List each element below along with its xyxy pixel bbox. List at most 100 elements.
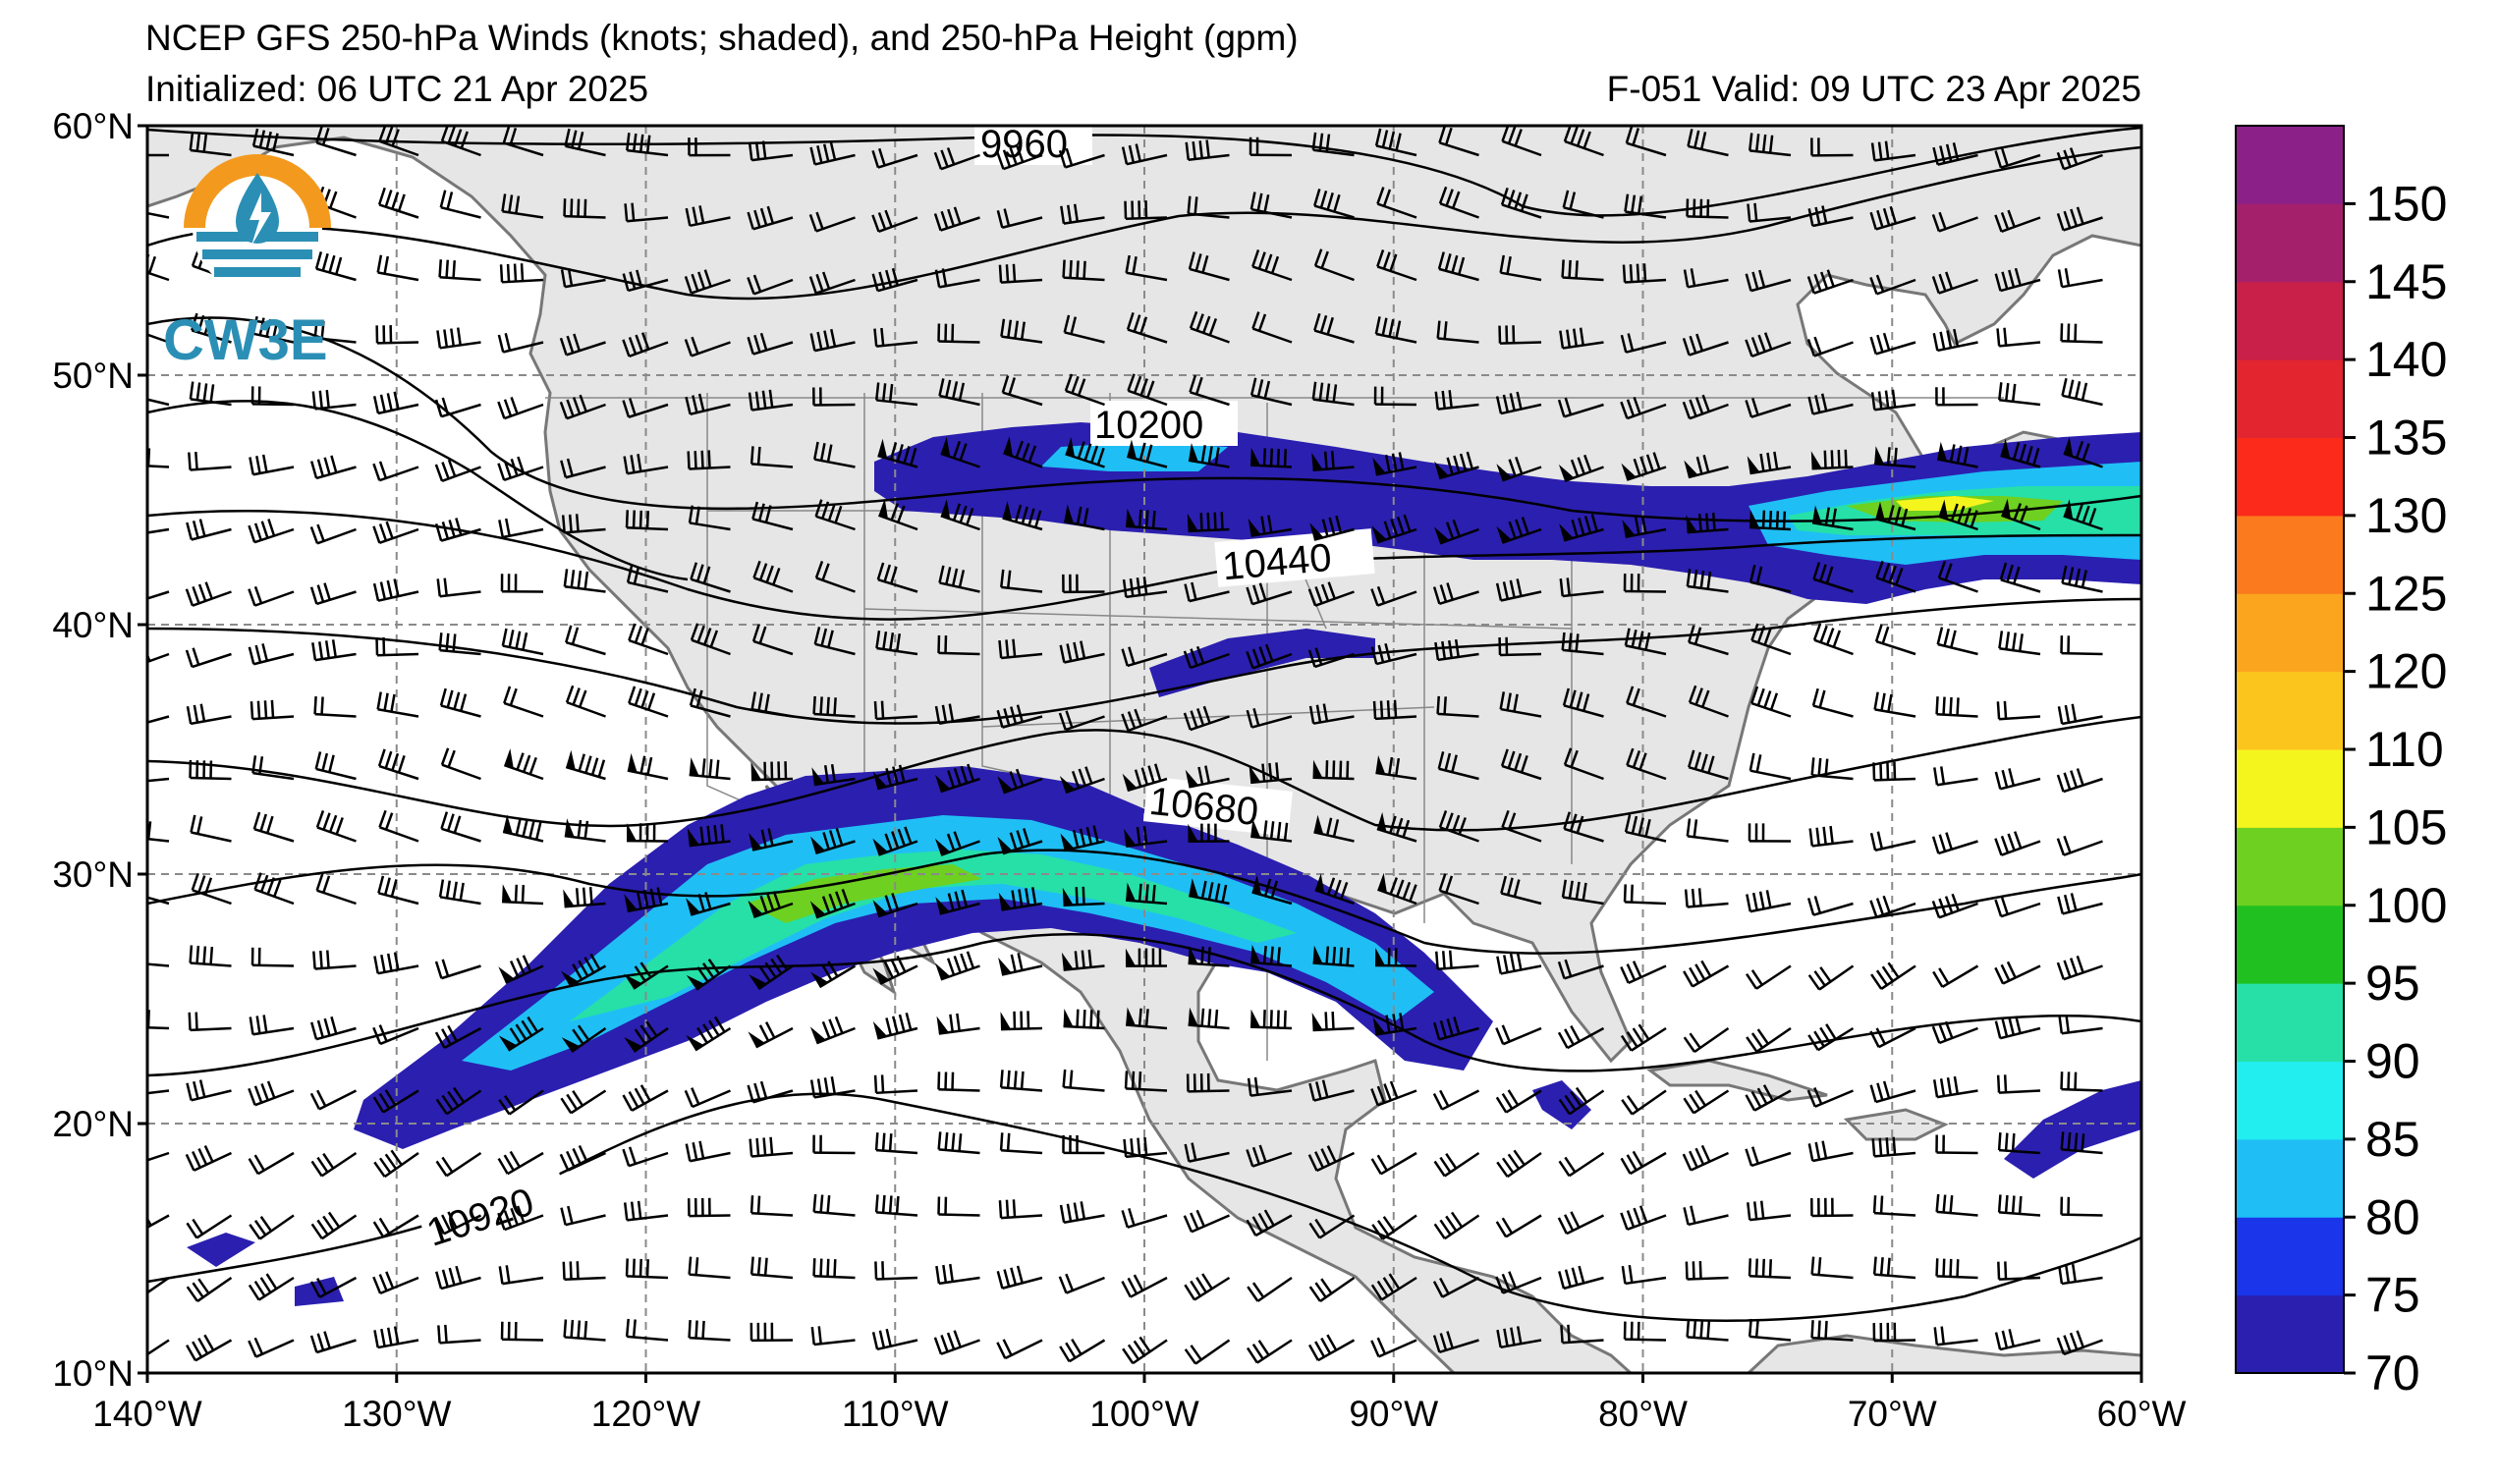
wind-barb [311, 389, 357, 411]
colorbar-tick-label: 105 [2365, 799, 2447, 854]
wind-barb [1432, 1331, 1479, 1353]
wind-barb [1376, 811, 1417, 843]
wind-barb [1062, 574, 1105, 594]
wind-barb [251, 128, 295, 157]
wind-barb [1311, 381, 1355, 407]
wind-barb [375, 325, 419, 345]
wind-barb [191, 872, 232, 906]
wind-barb [377, 875, 419, 906]
wind-barb [1996, 700, 2041, 721]
wind-barb [1121, 1274, 1168, 1298]
lon-tick-label: 80°W [1598, 1394, 1688, 1434]
wind-barb [1246, 1144, 1293, 1168]
wind-barb [1377, 872, 1417, 906]
wind-barb [250, 947, 295, 967]
wind-barb [249, 1015, 295, 1036]
wind-barb [997, 828, 1043, 855]
wind-barb [498, 1016, 544, 1052]
colorbar-segment [2236, 593, 2344, 673]
wind-barb [560, 267, 606, 289]
wind-barb [690, 562, 731, 593]
wind-barb [1688, 625, 1729, 656]
wind-barb [624, 1020, 669, 1053]
wind-barb [936, 1013, 980, 1035]
wind-barb [188, 451, 232, 471]
wind-barb [752, 560, 794, 593]
wind-barb [1495, 1214, 1542, 1238]
wind-barb [872, 826, 918, 856]
wind-barb [998, 1199, 1043, 1220]
wind-barb [1745, 332, 1792, 357]
wind-barb [1750, 623, 1792, 656]
wind-barb [1686, 569, 1729, 593]
colorbar-segment [2236, 1294, 2344, 1374]
wind-barb [1746, 964, 1792, 990]
wind-barb [748, 140, 794, 162]
wind-barb [1189, 878, 1230, 906]
wind-barb [251, 755, 295, 781]
wind-barb [625, 510, 669, 531]
wind-barb [2056, 147, 2103, 171]
wind-barb [1249, 137, 1293, 157]
wind-barb [2056, 206, 2103, 232]
wind-barb [934, 268, 980, 289]
wind-barb [189, 945, 232, 967]
wind-barb [1498, 636, 1542, 657]
wind-barb [1122, 763, 1168, 793]
wind-barb [749, 828, 794, 852]
wind-barb [1869, 1026, 1916, 1049]
wind-barb [1126, 1007, 1168, 1030]
wind-barb [1308, 1079, 1355, 1102]
wind-barb [1000, 1011, 1043, 1031]
wind-barb [2057, 703, 2103, 726]
wind-barb [625, 1318, 669, 1342]
wind-barb [1374, 128, 1417, 157]
wind-barb [1187, 512, 1230, 533]
colorbar-segment [2236, 827, 2344, 907]
wind-barb [309, 1331, 357, 1354]
wind-barb [248, 585, 295, 607]
wind-barb [1683, 1026, 1730, 1054]
wind-barb [811, 764, 856, 787]
wind-barb [189, 759, 232, 781]
wind-barb [1621, 1264, 1667, 1286]
wind-barb [1937, 441, 1978, 468]
wind-barb [1499, 254, 1542, 282]
wind-barb [1126, 312, 1168, 344]
wind-barb [1188, 823, 1230, 843]
wind-barb [2056, 835, 2103, 856]
contour-label-9960: 9960 [980, 123, 1068, 166]
wind-barb [878, 498, 918, 531]
wind-barb [311, 639, 357, 662]
colorbar-tick-label: 120 [2365, 644, 2447, 699]
wind-barb [1495, 1024, 1542, 1046]
wind-barb [1188, 443, 1230, 468]
wind-barb [814, 499, 856, 531]
wind-barb [1557, 1211, 1605, 1236]
wind-barb [1499, 691, 1542, 718]
wind-barb [622, 1146, 669, 1168]
wind-barb [871, 1328, 918, 1351]
wind-barb [559, 1144, 607, 1172]
wind-barb [1126, 882, 1168, 906]
wind-barb [1686, 818, 1729, 843]
lat-lon-gridlines [147, 126, 2141, 1373]
height-contour-9960 [147, 126, 2141, 217]
wind-barb [434, 1024, 482, 1049]
cw3e-logo: CW3E [163, 154, 331, 372]
wind-barb [1246, 643, 1293, 670]
wind-barb [1313, 248, 1355, 282]
wind-barb [748, 891, 794, 918]
wind-barb [1370, 585, 1417, 607]
wind-barb [249, 454, 295, 476]
wind-barb [1562, 190, 1604, 219]
wind-barb [873, 700, 918, 721]
wind-barb [1370, 1151, 1417, 1176]
wind-barb [1931, 1020, 1978, 1045]
wind-barb [1621, 452, 1667, 481]
wind-barb [1184, 581, 1230, 603]
wind-barb [438, 879, 481, 906]
wind-barb [1127, 439, 1168, 468]
wind-barb [1750, 686, 1792, 718]
